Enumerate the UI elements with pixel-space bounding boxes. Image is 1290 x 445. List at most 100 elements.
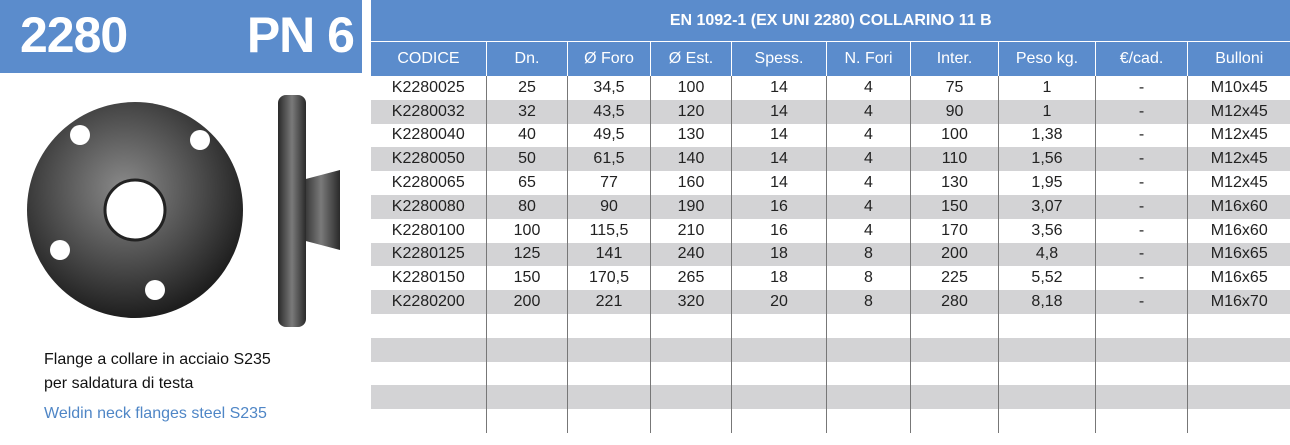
table-cell: 170 bbox=[911, 219, 999, 243]
empty-cell bbox=[1188, 409, 1290, 433]
table-cell: 240 bbox=[651, 243, 732, 267]
table-cell: 4 bbox=[827, 219, 911, 243]
table-cell: 77 bbox=[568, 171, 651, 195]
table-cell: M12x45 bbox=[1188, 124, 1290, 148]
empty-cell bbox=[732, 409, 827, 433]
table-cell: 8 bbox=[827, 243, 911, 267]
table-cell: 221 bbox=[568, 290, 651, 314]
table-cell: - bbox=[1096, 266, 1188, 290]
table-cell: K2280150 bbox=[371, 266, 487, 290]
table-cell: M12x45 bbox=[1188, 100, 1290, 124]
empty-cell bbox=[732, 314, 827, 338]
table-cell: 4 bbox=[827, 147, 911, 171]
table-cell: 3,56 bbox=[999, 219, 1096, 243]
table-cell: 125 bbox=[487, 243, 568, 267]
table-cell: 8,18 bbox=[999, 290, 1096, 314]
description: Flange a collare in acciaio S235 per sal… bbox=[44, 348, 271, 426]
empty-cell bbox=[732, 362, 827, 386]
table-cell: 170,5 bbox=[568, 266, 651, 290]
empty-cell bbox=[827, 314, 911, 338]
table-cell: 1 bbox=[999, 76, 1096, 100]
empty-cell bbox=[651, 385, 732, 409]
column-header: Peso kg. bbox=[999, 42, 1096, 77]
table-cell: 8 bbox=[827, 266, 911, 290]
table-cell: 160 bbox=[651, 171, 732, 195]
empty-cell bbox=[371, 362, 487, 386]
empty-cell bbox=[487, 338, 568, 362]
table-cell: - bbox=[1096, 243, 1188, 267]
empty-cell bbox=[911, 314, 999, 338]
empty-row bbox=[371, 385, 1290, 409]
table-cell: K2280025 bbox=[371, 76, 487, 100]
empty-cell bbox=[1096, 409, 1188, 433]
table-cell: 43,5 bbox=[568, 100, 651, 124]
column-header: Bulloni bbox=[1188, 42, 1290, 77]
table-cell: K2280065 bbox=[371, 171, 487, 195]
table-cell: 110 bbox=[911, 147, 999, 171]
column-header: Dn. bbox=[487, 42, 568, 77]
table-cell: 34,5 bbox=[568, 76, 651, 100]
empty-cell bbox=[1188, 362, 1290, 386]
table-cell: 4 bbox=[827, 171, 911, 195]
description-english: Weldin neck flanges steel S235 bbox=[44, 402, 271, 426]
empty-cell bbox=[568, 338, 651, 362]
table-cell: 14 bbox=[732, 147, 827, 171]
empty-cell bbox=[999, 338, 1096, 362]
table-cell: 5,52 bbox=[999, 266, 1096, 290]
empty-cell bbox=[487, 362, 568, 386]
table-cell: 65 bbox=[487, 171, 568, 195]
empty-cell bbox=[651, 409, 732, 433]
table-cell: M10x45 bbox=[1188, 76, 1290, 100]
table-cell: 3,07 bbox=[999, 195, 1096, 219]
empty-cell bbox=[911, 338, 999, 362]
table-cell: - bbox=[1096, 171, 1188, 195]
table-cell: 265 bbox=[651, 266, 732, 290]
product-image bbox=[20, 95, 360, 335]
page: 2280 PN 6 Flange a collare in acciaio S2… bbox=[0, 0, 1290, 445]
table-cell: - bbox=[1096, 195, 1188, 219]
product-code: 2280 bbox=[20, 6, 127, 64]
table-cell: 4 bbox=[827, 195, 911, 219]
empty-cell bbox=[911, 385, 999, 409]
table-cell: 8 bbox=[827, 290, 911, 314]
empty-cell bbox=[1096, 362, 1188, 386]
table-cell: 210 bbox=[651, 219, 732, 243]
table-cell: M12x45 bbox=[1188, 171, 1290, 195]
table-cell: M16x65 bbox=[1188, 243, 1290, 267]
table-cell: 100 bbox=[911, 124, 999, 148]
empty-cell bbox=[911, 362, 999, 386]
empty-cell bbox=[487, 314, 568, 338]
table-cell: 1,38 bbox=[999, 124, 1096, 148]
pressure-class: PN 6 bbox=[247, 6, 354, 64]
table-cell: 32 bbox=[487, 100, 568, 124]
column-header: Ø Est. bbox=[651, 42, 732, 77]
table-cell: 100 bbox=[651, 76, 732, 100]
empty-cell bbox=[999, 362, 1096, 386]
table-cell: K2280050 bbox=[371, 147, 487, 171]
empty-cell bbox=[827, 338, 911, 362]
table-cell: 14 bbox=[732, 76, 827, 100]
table-cell: 4 bbox=[827, 76, 911, 100]
table-cell: 14 bbox=[732, 100, 827, 124]
table-cell: 49,5 bbox=[568, 124, 651, 148]
table-cell: - bbox=[1096, 100, 1188, 124]
column-header: €/cad. bbox=[1096, 42, 1188, 77]
table-cell: 20 bbox=[732, 290, 827, 314]
spec-table: EN 1092-1 (EX UNI 2280) COLLARINO 11 B C… bbox=[370, 0, 1290, 433]
table-cell: 18 bbox=[732, 243, 827, 267]
table-cell: M12x45 bbox=[1188, 147, 1290, 171]
table-cell: 18 bbox=[732, 266, 827, 290]
table-cell: M16x65 bbox=[1188, 266, 1290, 290]
table-cell: 4,8 bbox=[999, 243, 1096, 267]
empty-cell bbox=[999, 409, 1096, 433]
empty-cell bbox=[568, 362, 651, 386]
header: 2280 PN 6 bbox=[0, 0, 362, 73]
table-cell: 75 bbox=[911, 76, 999, 100]
table-cell: 16 bbox=[732, 195, 827, 219]
empty-cell bbox=[651, 362, 732, 386]
